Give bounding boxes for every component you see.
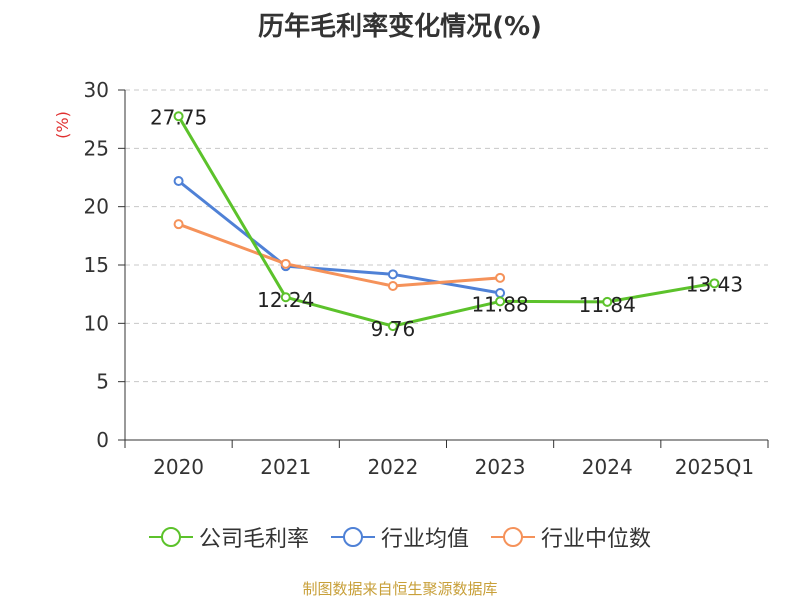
- chart-title: 历年毛利率变化情况(%): [258, 12, 542, 42]
- x-tick-label: 2023: [475, 455, 526, 479]
- data-source-note: 制图数据来自恒生聚源数据库: [302, 580, 498, 598]
- x-tick-label: 2020: [153, 455, 204, 479]
- data-point-1: [173, 176, 184, 186]
- legend-line-mark-industry-median: [491, 527, 535, 547]
- data-point-0: [280, 292, 291, 303]
- data-point-2: [173, 219, 184, 230]
- legend-label-industry-median: 行业中位数: [541, 527, 652, 552]
- data-point-1: [387, 269, 398, 280]
- data-label: 12.24: [257, 288, 314, 312]
- data-label: 27.75: [150, 105, 207, 129]
- y-tick-label: 10: [84, 311, 109, 335]
- data-point-0: [495, 296, 506, 307]
- y-tick-label: 20: [84, 195, 109, 219]
- y-tick-label: 30: [84, 78, 109, 102]
- data-point-2: [495, 272, 506, 283]
- data-label: 9.76: [371, 317, 416, 341]
- data-label: 11.84: [579, 293, 636, 317]
- legend-line-mark-company: [148, 527, 193, 547]
- y-tick-label: 5: [96, 370, 109, 394]
- series-line-0: [177, 115, 715, 328]
- y-tick-label: 25: [84, 136, 109, 160]
- series-line-1: [177, 179, 501, 295]
- y-tick-label: 0: [96, 428, 109, 452]
- data-label: 11.88: [471, 292, 528, 316]
- x-tick-label: 2025Q1: [675, 455, 754, 479]
- x-tick-label: 2024: [582, 455, 633, 479]
- legend-item-industry-median[interactable]: 行业中位数: [491, 521, 651, 553]
- legend: 公司毛利率 行业均值 行业中位数: [0, 520, 800, 554]
- data-point-0: [387, 321, 398, 332]
- legend-label-industry-mean: 行业均值: [380, 527, 469, 552]
- x-tick-label: 2021: [260, 455, 311, 479]
- data-point-2: [387, 281, 398, 291]
- data-point-0: [173, 111, 184, 122]
- data-point-2: [280, 258, 291, 269]
- data-point-0: [602, 296, 613, 307]
- legend-item-industry-mean[interactable]: 行业均值: [330, 521, 469, 553]
- legend-label-company: 公司毛利率: [198, 527, 309, 552]
- x-tick-label: 2022: [367, 455, 418, 479]
- legend-item-company[interactable]: 公司毛利率: [148, 521, 309, 553]
- legend-line-mark-industry-mean: [330, 527, 375, 547]
- y-axis-label: (%): [53, 111, 72, 139]
- line-chart: 0 5 10 15 20 25 30 2020 2021 2022 2023 2024 2025Q1 (%…: [53, 78, 769, 479]
- y-tick-label: 15: [84, 253, 109, 277]
- series-line-2: [178, 222, 501, 288]
- data-point-0: [709, 278, 720, 289]
- data-label: 13.43: [686, 272, 743, 296]
